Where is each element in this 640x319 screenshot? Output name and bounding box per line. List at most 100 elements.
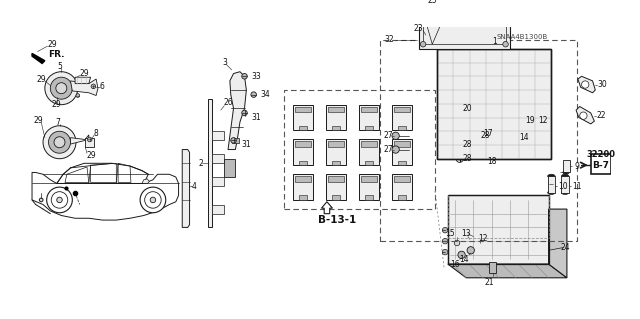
Bar	[394, 141, 410, 147]
Text: 28: 28	[462, 140, 472, 150]
Circle shape	[442, 249, 448, 255]
Bar	[519, 91, 534, 103]
Bar	[489, 262, 497, 273]
Text: 32: 32	[385, 35, 394, 44]
Circle shape	[456, 155, 463, 162]
Bar	[437, 49, 551, 159]
Circle shape	[231, 138, 236, 143]
Text: 26: 26	[223, 98, 233, 108]
Polygon shape	[32, 53, 45, 63]
Bar	[454, 77, 469, 90]
Bar	[326, 174, 346, 200]
Text: 32200: 32200	[586, 150, 615, 159]
Bar	[490, 118, 506, 131]
Bar	[332, 160, 340, 165]
Text: 29: 29	[52, 100, 61, 109]
Text: 2: 2	[198, 159, 203, 168]
Bar	[326, 139, 346, 165]
Circle shape	[251, 92, 257, 97]
Polygon shape	[448, 264, 567, 278]
Text: 18: 18	[487, 157, 497, 166]
Polygon shape	[212, 204, 225, 214]
Bar	[359, 139, 379, 165]
Bar	[448, 195, 548, 264]
Bar	[561, 176, 569, 193]
Text: B-7: B-7	[592, 161, 609, 170]
Ellipse shape	[548, 191, 555, 195]
Bar	[328, 141, 344, 147]
Bar	[293, 105, 313, 130]
Circle shape	[420, 10, 426, 15]
Polygon shape	[228, 72, 246, 150]
Bar	[486, 63, 502, 76]
Polygon shape	[548, 209, 567, 278]
Bar	[295, 141, 312, 147]
Polygon shape	[208, 99, 212, 227]
Bar	[392, 105, 412, 130]
Bar	[454, 118, 469, 131]
Polygon shape	[57, 163, 148, 183]
Text: 15: 15	[445, 229, 454, 238]
Bar	[437, 104, 452, 117]
Bar	[398, 126, 406, 130]
Circle shape	[242, 74, 247, 79]
Text: 6: 6	[99, 82, 104, 91]
Bar	[300, 195, 307, 200]
Bar	[295, 107, 312, 112]
Ellipse shape	[563, 171, 569, 174]
Text: 14: 14	[460, 255, 469, 264]
Polygon shape	[142, 179, 149, 183]
Polygon shape	[75, 77, 91, 84]
Circle shape	[470, 105, 477, 112]
Bar	[486, 104, 502, 117]
Bar	[293, 139, 313, 165]
Circle shape	[420, 41, 426, 47]
Ellipse shape	[561, 174, 569, 178]
Circle shape	[467, 247, 474, 254]
Text: 4: 4	[192, 182, 196, 191]
Bar	[591, 154, 611, 174]
Text: 8: 8	[94, 129, 99, 137]
Bar	[423, 12, 506, 44]
Bar	[300, 126, 307, 130]
Bar	[359, 174, 379, 200]
Ellipse shape	[548, 174, 555, 178]
Text: FR.: FR.	[49, 50, 65, 59]
Text: 27: 27	[383, 131, 393, 140]
Bar	[563, 160, 570, 173]
Circle shape	[442, 238, 448, 244]
Circle shape	[392, 146, 399, 153]
Text: 29: 29	[34, 116, 44, 125]
Circle shape	[39, 198, 43, 202]
Bar	[392, 139, 412, 165]
Bar	[361, 176, 378, 182]
Bar	[332, 126, 340, 130]
Circle shape	[442, 227, 448, 233]
Text: 10: 10	[559, 182, 568, 191]
Text: 29: 29	[79, 69, 89, 78]
Bar	[470, 49, 486, 62]
Bar	[504, 146, 511, 155]
Circle shape	[580, 112, 587, 119]
Circle shape	[140, 187, 166, 213]
Bar	[394, 176, 410, 182]
Circle shape	[458, 251, 465, 259]
Circle shape	[474, 132, 482, 139]
Polygon shape	[212, 177, 225, 186]
Polygon shape	[70, 79, 98, 95]
Text: 11: 11	[572, 182, 582, 191]
Bar	[392, 174, 412, 200]
Bar	[326, 105, 346, 130]
Text: 17: 17	[483, 130, 493, 138]
Circle shape	[56, 83, 67, 94]
Text: 31: 31	[242, 140, 252, 150]
Bar	[225, 159, 236, 177]
Polygon shape	[212, 154, 225, 163]
Bar	[365, 195, 372, 200]
Bar	[328, 107, 344, 112]
Bar	[437, 49, 551, 159]
Circle shape	[76, 94, 79, 97]
Text: 9: 9	[574, 161, 579, 171]
Bar	[503, 77, 518, 90]
Circle shape	[88, 137, 92, 142]
